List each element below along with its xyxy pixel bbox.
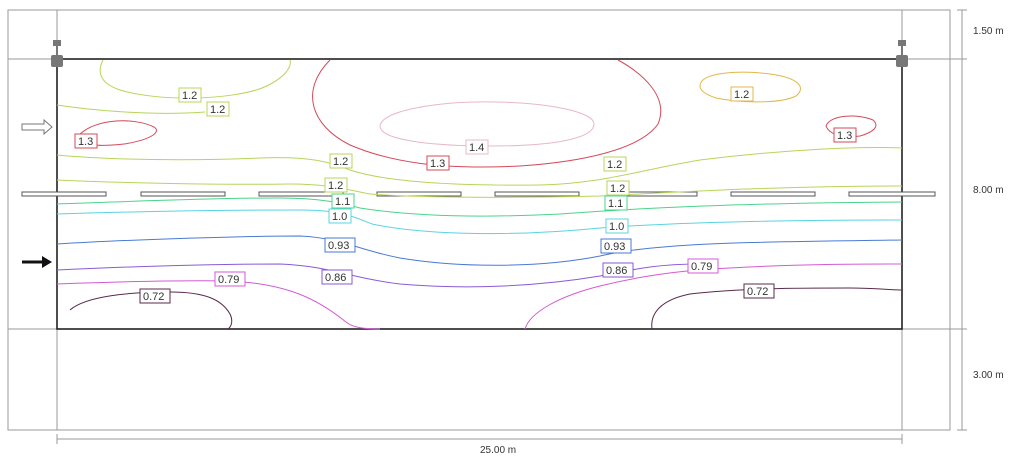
contour-label: 0.93 <box>600 238 632 254</box>
contour-label: 1.2 <box>178 87 202 103</box>
contour-1.2-left <box>56 104 206 114</box>
dimension-bottom-offset: 3.00 m <box>973 370 1004 381</box>
traffic-arrow-solid-icon <box>22 256 52 268</box>
svg-text:1.0: 1.0 <box>609 221 624 233</box>
contour-label: 1.3 <box>74 133 98 149</box>
contour-labels: 1.2 1.2 1.2 1.3 1.4 1.3 1.2 1.2 <box>74 86 857 304</box>
contour-1.0 <box>56 209 903 235</box>
svg-text:1.2: 1.2 <box>210 104 225 116</box>
luminaire-right <box>896 40 908 67</box>
contour-label: 0.72 <box>743 283 775 299</box>
contour-1.4-center-ellipse <box>379 101 595 147</box>
contour-1.2-lower <box>56 179 903 198</box>
svg-text:1.2: 1.2 <box>328 180 343 192</box>
svg-text:0.79: 0.79 <box>218 274 239 286</box>
outer-boundary <box>7 9 951 431</box>
svg-text:0.79: 0.79 <box>691 261 712 273</box>
contour-label: 1.2 <box>329 153 353 169</box>
svg-text:1.2: 1.2 <box>182 90 197 102</box>
contour-label: 1.2 <box>606 180 630 196</box>
contour-label: 1.1 <box>604 195 628 211</box>
contour-label: 1.2 <box>324 177 348 193</box>
contour-label: 1.2 <box>603 156 627 172</box>
contour-label: 0.79 <box>214 271 246 287</box>
svg-text:0.72: 0.72 <box>143 291 164 303</box>
contour-1.3-center <box>312 59 662 168</box>
contour-label: 1.4 <box>465 139 489 155</box>
contour-label: 1.3 <box>833 127 857 143</box>
svg-text:1.3: 1.3 <box>837 130 852 142</box>
contour-1.1 <box>56 197 903 217</box>
svg-text:1.2: 1.2 <box>607 159 622 171</box>
contour-label: 0.93 <box>324 237 356 253</box>
contour-label: 1.0 <box>328 208 352 224</box>
svg-text:0.86: 0.86 <box>325 272 346 284</box>
contour-label: 1.0 <box>605 218 629 234</box>
contour-label: 1.2 <box>206 101 230 117</box>
svg-text:1.0: 1.0 <box>332 211 347 223</box>
lane-markings <box>21 191 936 197</box>
contour-0.72-right <box>651 287 903 330</box>
contour-label: 0.86 <box>602 262 634 278</box>
contour-label: 0.86 <box>321 269 353 285</box>
contour-0.79-right <box>524 263 903 330</box>
svg-text:1.2: 1.2 <box>734 89 749 101</box>
contour-label: 0.79 <box>687 258 719 274</box>
svg-text:1.1: 1.1 <box>608 198 623 210</box>
contour-label: 1.1 <box>331 193 355 209</box>
svg-text:1.2: 1.2 <box>333 156 348 168</box>
svg-text:0.93: 0.93 <box>604 241 625 253</box>
contour-0.79-left <box>56 280 381 330</box>
contour-1.2-mid <box>56 147 903 186</box>
contour-1.2-top-right <box>699 71 801 103</box>
contour-label: 1.3 <box>426 155 450 171</box>
svg-text:0.93: 0.93 <box>328 240 349 252</box>
contour-label: 1.2 <box>730 86 754 102</box>
dimension-width: 25.00 m <box>480 445 516 456</box>
svg-text:1.3: 1.3 <box>430 158 445 170</box>
contour-0.72-left <box>69 291 233 330</box>
svg-text:0.86: 0.86 <box>606 265 627 277</box>
svg-text:0.72: 0.72 <box>747 286 768 298</box>
luminaire-left <box>51 40 63 67</box>
contour-label: 0.72 <box>139 288 171 304</box>
svg-text:1.3: 1.3 <box>78 136 93 148</box>
traffic-arrow-outline-icon <box>21 118 53 136</box>
svg-text:1.1: 1.1 <box>335 196 350 208</box>
contour-0.93 <box>56 235 903 266</box>
svg-text:1.4: 1.4 <box>469 142 484 154</box>
svg-text:1.2: 1.2 <box>610 183 625 195</box>
dimension-height: 8.00 m <box>973 185 1004 196</box>
dimension-top-offset: 1.50 m <box>973 26 1004 37</box>
